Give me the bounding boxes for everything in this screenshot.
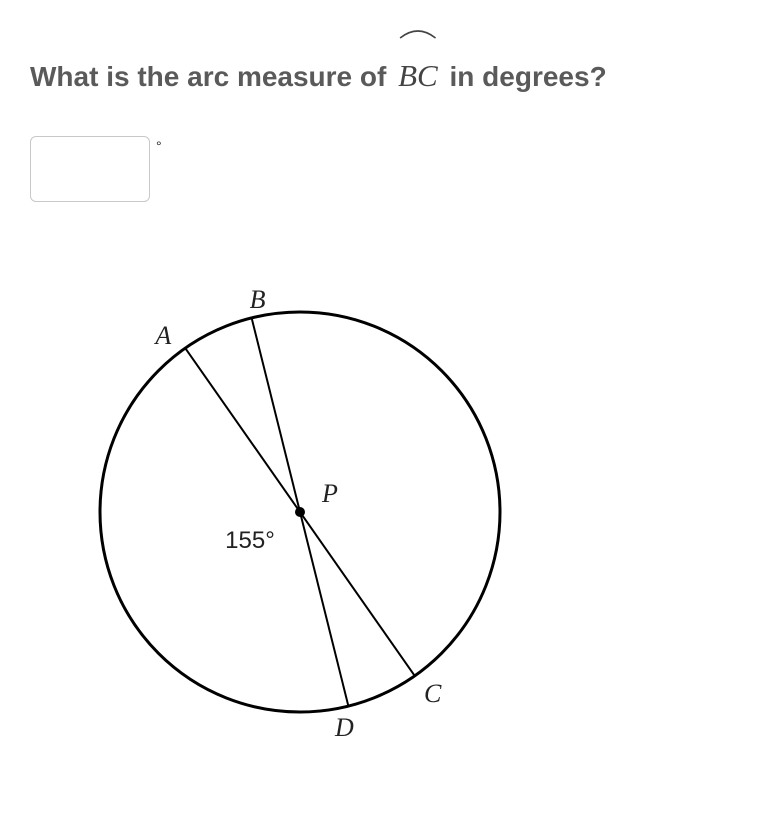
arc-letters: BC xyxy=(398,58,438,93)
answer-row: ° xyxy=(30,136,746,202)
svg-text:C: C xyxy=(424,679,442,708)
svg-text:P: P xyxy=(321,479,338,508)
answer-input[interactable] xyxy=(30,136,150,202)
question-suffix: in degrees? xyxy=(450,61,607,92)
svg-text:B: B xyxy=(250,285,266,314)
svg-text:155°: 155° xyxy=(225,527,275,554)
question-prefix: What is the arc measure of xyxy=(30,61,394,92)
svg-text:A: A xyxy=(153,321,171,350)
arc-cap-icon xyxy=(398,24,438,42)
arc-bc: BC xyxy=(398,46,438,96)
degree-symbol: ° xyxy=(156,138,162,154)
circle-figure: A B C D P 155° xyxy=(90,252,746,772)
question-text: What is the arc measure of BC in degrees… xyxy=(30,46,746,96)
svg-text:D: D xyxy=(334,713,354,742)
